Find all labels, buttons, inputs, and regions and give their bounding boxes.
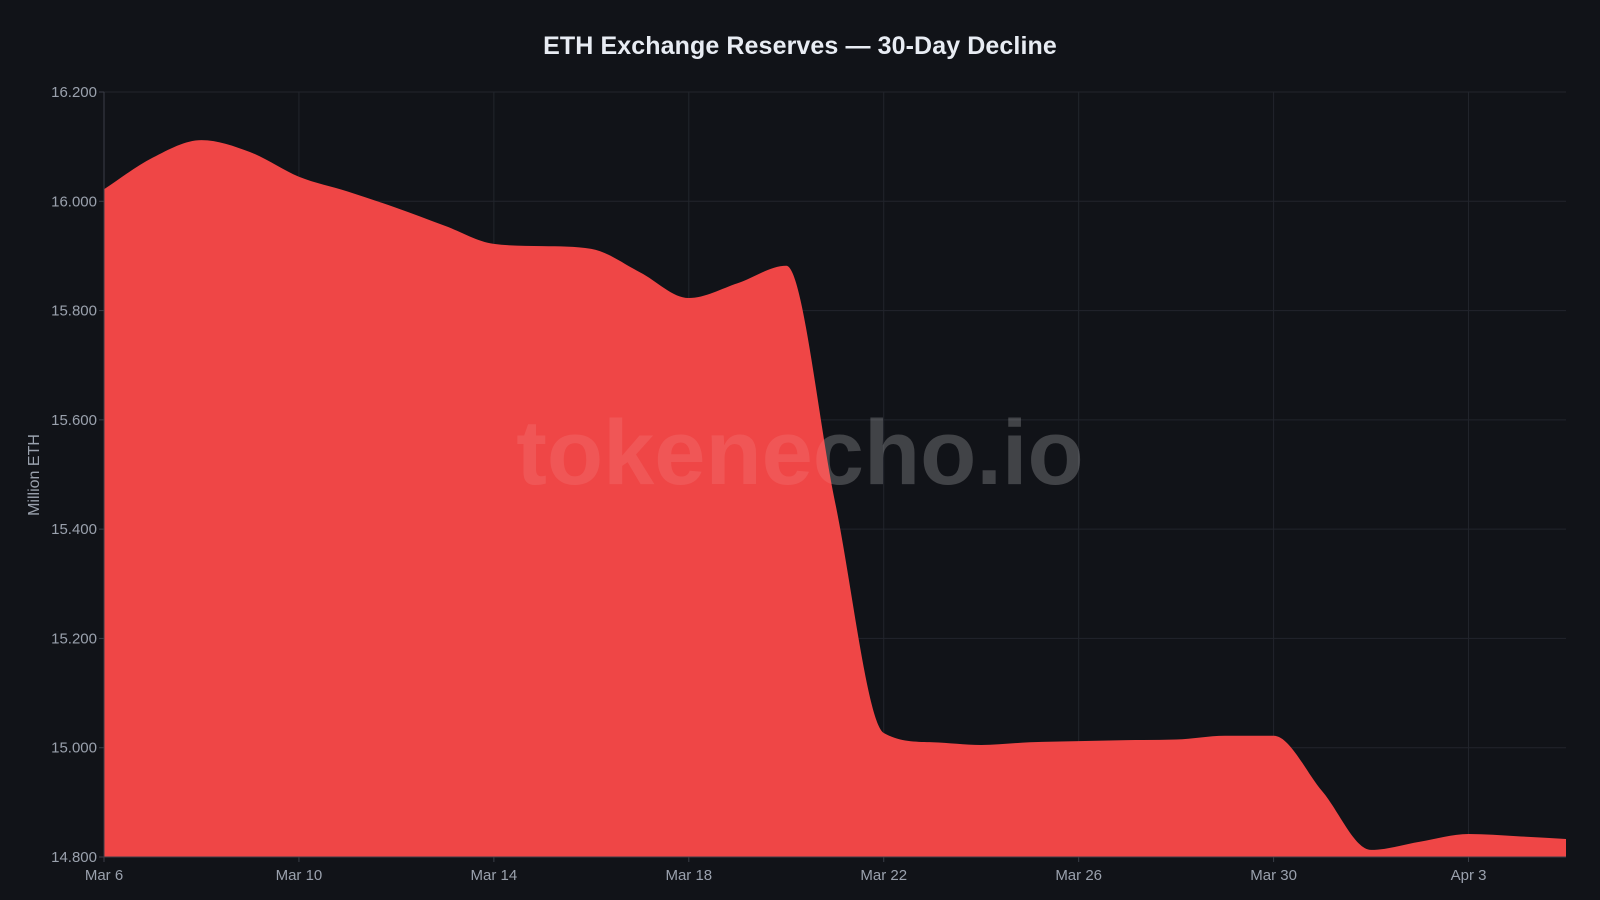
y-tick-label: 15.600	[51, 412, 97, 429]
y-axis-label: Million ETH	[26, 434, 43, 516]
watermark-overlay: tokenecho.io	[516, 402, 1083, 504]
x-tick-label: Apr 3	[1451, 867, 1487, 884]
x-tick-label: Mar 30	[1250, 867, 1297, 884]
y-tick-label: 14.800	[51, 849, 97, 866]
x-tick-label: Mar 22	[860, 867, 907, 884]
axes	[103, 92, 1566, 858]
chart-title: ETH Exchange Reserves — 30-Day Decline	[543, 32, 1057, 60]
x-tick-label: Mar 26	[1055, 867, 1102, 884]
x-tick-label: Mar 6	[85, 867, 123, 884]
x-tick-label: Mar 10	[276, 867, 323, 884]
x-tick-label: Mar 18	[665, 867, 712, 884]
y-tick-label: 16.000	[51, 193, 97, 210]
x-axis-ticks: Mar 6 Mar 10 Mar 14 Mar 18 Mar 22 Mar 26 Mar 3…	[85, 857, 1487, 884]
y-tick-label: 16.200	[51, 84, 97, 101]
y-tick-label: 15.000	[51, 740, 97, 757]
reserves-area	[104, 140, 1566, 858]
y-tick-label: 15.200	[51, 630, 97, 647]
x-tick-label: Mar 14	[471, 867, 518, 884]
y-tick-label: 15.400	[51, 521, 97, 538]
y-tick-label: 15.800	[51, 303, 97, 320]
y-axis-ticks: 16.200 16.000 15.800 15.600 15.400 15.200 15.0…	[51, 84, 104, 866]
